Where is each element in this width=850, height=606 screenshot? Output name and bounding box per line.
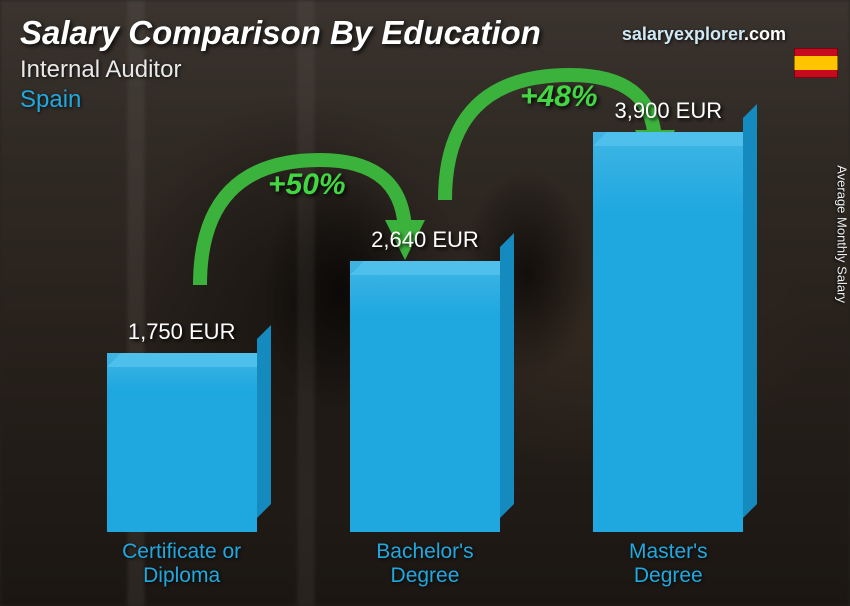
bar-3-shape — [593, 132, 743, 532]
bar-1-value: 1,750 EUR — [128, 319, 236, 345]
bar-1-label: Certificate or Diploma — [122, 540, 241, 588]
bar-1-shape — [107, 353, 257, 532]
bar-2: 2,640 EUR Bachelor's Degree — [315, 227, 535, 588]
bar-2-label: Bachelor's Degree — [376, 540, 473, 588]
bar-2-value: 2,640 EUR — [371, 227, 479, 253]
bar-2-shape — [350, 261, 500, 532]
bar-chart: 1,750 EUR Certificate or Diploma 2,640 E… — [60, 130, 790, 588]
bar-3: 3,900 EUR Master's Degree — [558, 98, 778, 588]
bar-3-value: 3,900 EUR — [615, 98, 723, 124]
y-axis-label: Average Monthly Salary — [835, 165, 850, 303]
bar-3-label: Master's Degree — [629, 540, 708, 588]
bar-1: 1,750 EUR Certificate or Diploma — [72, 319, 292, 588]
watermark-domain: .com — [744, 24, 786, 44]
flag-icon — [794, 48, 838, 78]
watermark-brand: salaryexplorer — [622, 24, 744, 44]
watermark: salaryexplorer.com — [622, 24, 786, 45]
chart-title: Salary Comparison By Education — [20, 14, 541, 52]
